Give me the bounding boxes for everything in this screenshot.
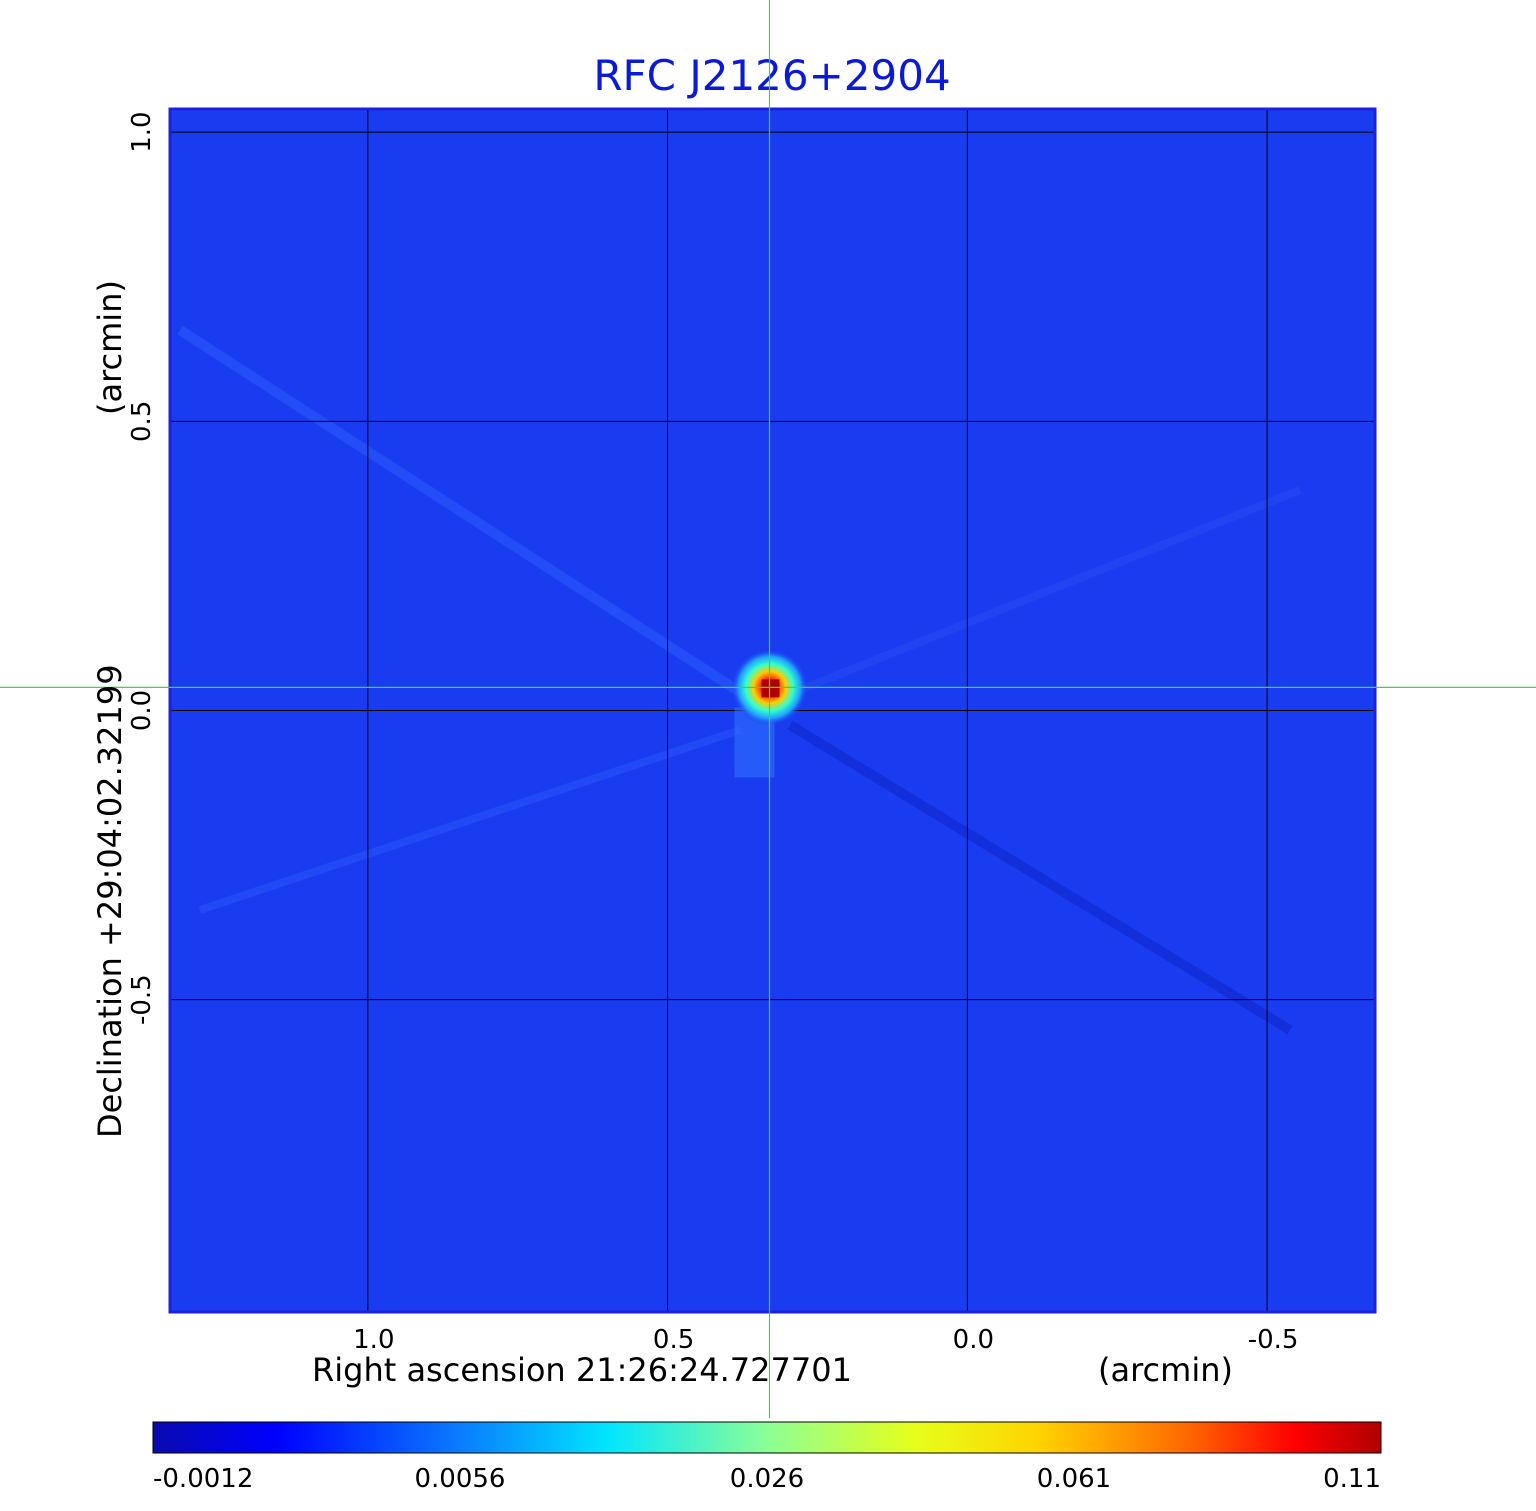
streak bbox=[798, 486, 1302, 694]
colorbar bbox=[152, 1421, 1382, 1454]
x-tick-label: -0.5 bbox=[1248, 1325, 1299, 1355]
y-tick-label: 0.5 bbox=[127, 401, 157, 442]
y-tick-labels: 1.0 0.5 0.0 -0.5 bbox=[127, 111, 157, 1025]
x-axis-unit: (arcmin) bbox=[1098, 1351, 1233, 1389]
colorbar-tick-labels: -0.0012 0.0056 0.026 0.061 0.11 bbox=[153, 1464, 1381, 1494]
x-tick-label: 1.0 bbox=[353, 1325, 394, 1355]
streak bbox=[198, 726, 742, 914]
y-tick-label: 0.0 bbox=[127, 690, 157, 731]
y-axis-unit: (arcmin) bbox=[91, 280, 129, 415]
colorbar-tick-label: 0.026 bbox=[730, 1464, 804, 1494]
x-tick-label: 0.5 bbox=[653, 1325, 694, 1355]
colorbar-tick-label: 0.11 bbox=[1323, 1464, 1381, 1494]
y-axis-label: Declination +29:04:02.32199 bbox=[91, 664, 129, 1138]
y-tick-label: -0.5 bbox=[127, 974, 157, 1025]
chart-title: RFC J2126+2904 bbox=[593, 51, 950, 100]
x-tick-label: 0.0 bbox=[953, 1325, 994, 1355]
streak bbox=[177, 325, 763, 710]
colorbar-tick-label: 0.061 bbox=[1037, 1464, 1111, 1494]
x-axis-label: Right ascension 21:26:24.727701 bbox=[312, 1351, 852, 1389]
x-tick-labels: 1.0 0.5 0.0 -0.5 bbox=[353, 1325, 1298, 1355]
plot-border bbox=[168, 107, 1377, 1314]
streak bbox=[787, 720, 1293, 1035]
y-tick-label: 1.0 bbox=[127, 111, 157, 152]
crosshair bbox=[0, 0, 1536, 1418]
colorbar-tick-label: 0.0056 bbox=[415, 1464, 506, 1494]
colorbar-tick-label: -0.0012 bbox=[153, 1464, 253, 1494]
source-peak bbox=[761, 679, 780, 698]
plot-area bbox=[170, 109, 1375, 1312]
